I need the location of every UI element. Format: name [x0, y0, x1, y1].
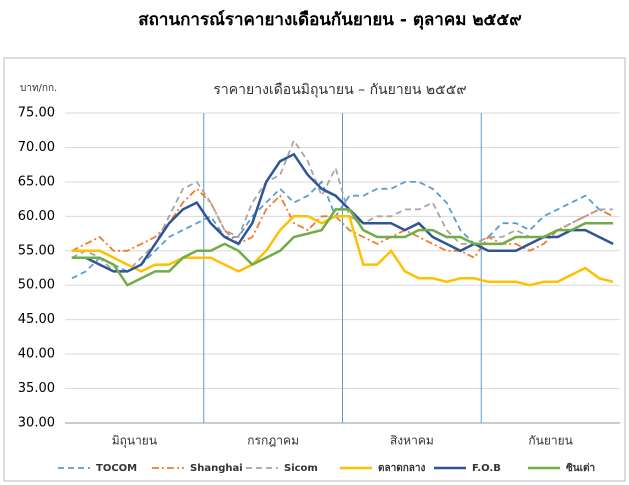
x-tick-label: กันยายน	[528, 434, 572, 448]
series-line	[71, 208, 614, 287]
chart-frame	[3, 57, 626, 482]
series-line	[71, 187, 614, 259]
x-tick-label: กรกฎาคม	[247, 434, 299, 448]
x-tick-label: สิงหาคม	[390, 434, 434, 448]
y-axis-label: บาท/กก.	[20, 83, 57, 94]
y-tick-label: 75.00	[18, 106, 55, 121]
y-tick-label: 70.00	[18, 140, 55, 155]
series-line	[71, 138, 614, 273]
y-tick-label: 30.00	[18, 416, 55, 431]
legend-label: TOCOM	[96, 463, 137, 474]
series-line	[71, 180, 614, 280]
y-tick-label: 45.00	[18, 312, 55, 327]
y-tick-label: 55.00	[18, 243, 55, 258]
series-line	[71, 152, 614, 273]
y-tick-label: 60.00	[18, 209, 55, 224]
y-tick-label: 40.00	[18, 347, 55, 362]
y-tick-label: 35.00	[18, 381, 55, 396]
legend-label: ตลาดกลาง	[378, 463, 426, 474]
y-tick-label: 50.00	[18, 278, 55, 293]
legend-label: Shanghai	[190, 463, 243, 474]
page-title: สถานการณ์ราคายางเดือนกันยายน - ตุลาคม ๒๕…	[138, 9, 521, 30]
series-line	[71, 215, 614, 287]
y-tick-label: 65.00	[18, 174, 55, 189]
x-tick-label: มิถุนายน	[112, 434, 157, 449]
chart-title: ราคายางเดือนมิถุนายน – กันยายน ๒๕๕๙	[213, 82, 466, 98]
legend-label: ซินเต่า	[566, 462, 595, 474]
legend-label: F.O.B	[472, 463, 501, 474]
legend-label: Sicom	[284, 463, 318, 474]
